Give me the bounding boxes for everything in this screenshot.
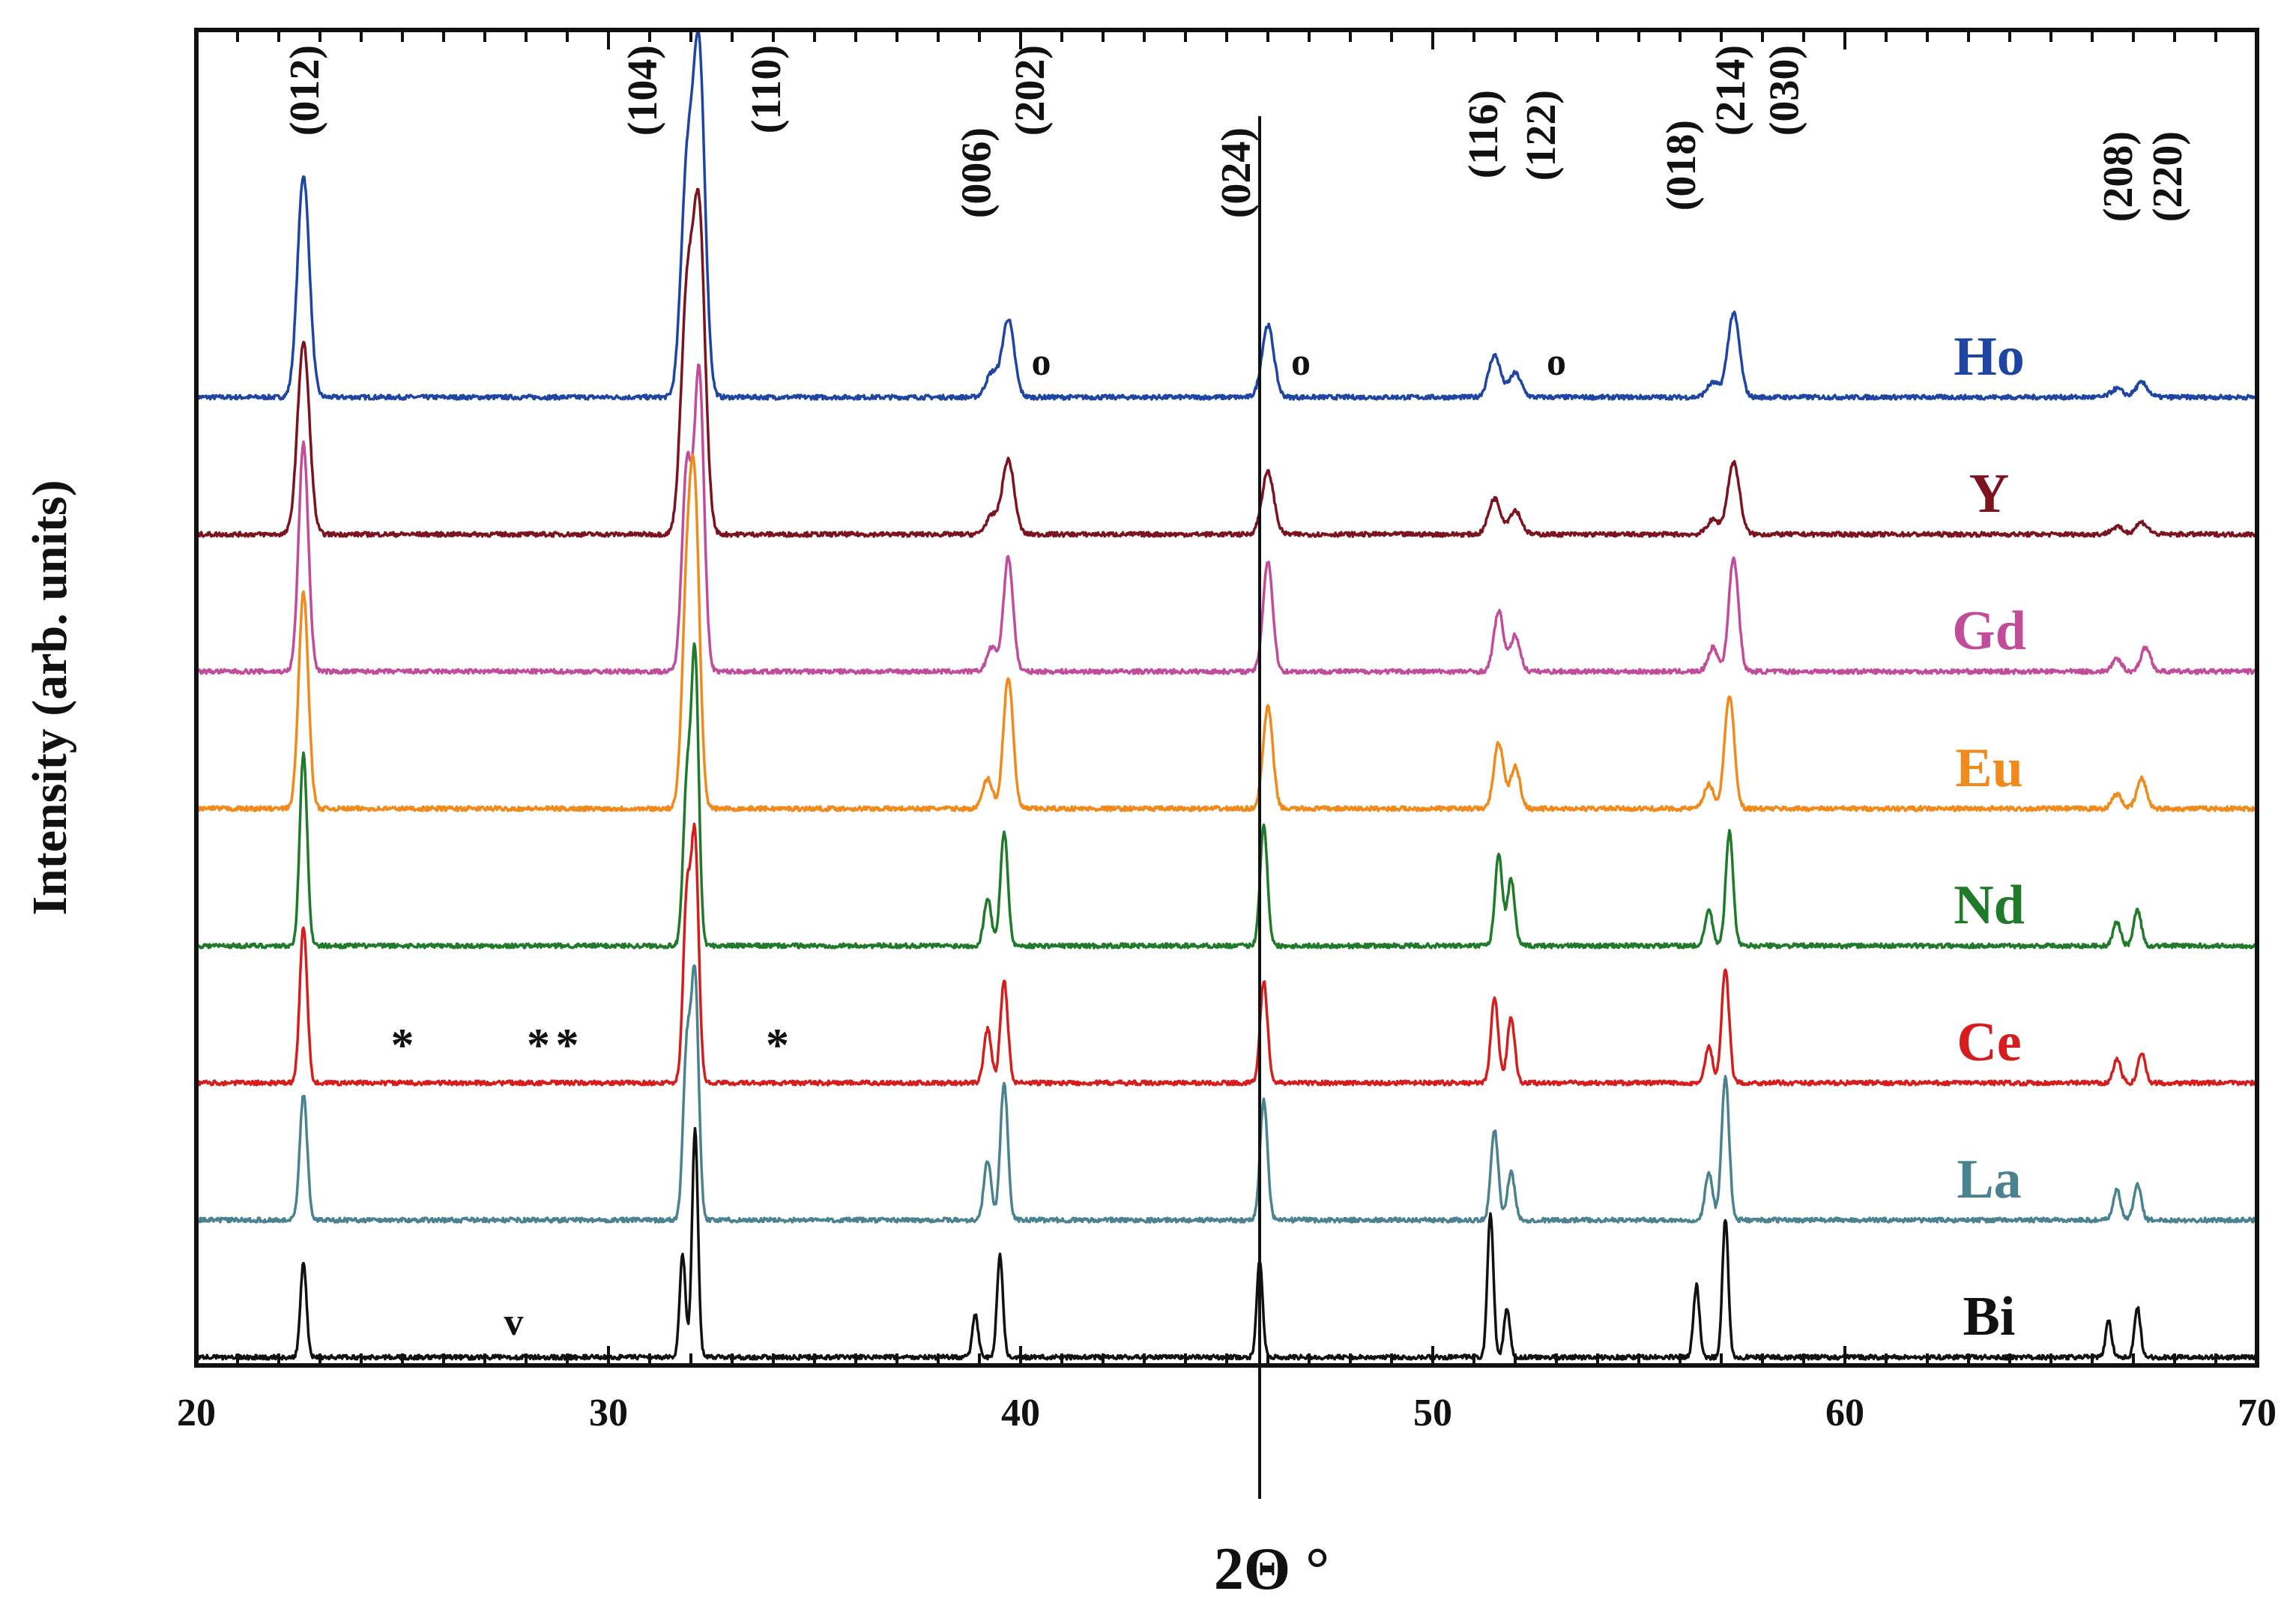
series-label-bi: Bi xyxy=(1963,1286,2016,1347)
annotation-layer: Ho Y Gd Eu Nd Ce La Bi (012) (104) (110) (006)(202)… xyxy=(282,45,2191,1347)
peak-label: (024) xyxy=(1213,127,1260,218)
x-tick-label: 70 xyxy=(2238,1392,2277,1434)
series-label-nd: Nd xyxy=(1954,875,2025,936)
peak-label: (030) xyxy=(1762,45,1808,136)
series-layer xyxy=(195,30,2259,1361)
peak-label: (018) xyxy=(1658,120,1705,211)
y-axis-label: Intensity (arb. units) xyxy=(22,480,77,915)
impurity-marker: * xyxy=(527,1020,550,1071)
x-tick-label: 40 xyxy=(1001,1392,1040,1434)
x-tick-label: 30 xyxy=(589,1392,628,1434)
series-line-eu xyxy=(195,453,2259,812)
series-label-gd: Gd xyxy=(1952,600,2026,662)
series-label-ho: Ho xyxy=(1954,326,2025,387)
x-axis-label: 2Θ ° xyxy=(1214,1536,1329,1602)
x-tick-label: 60 xyxy=(1825,1392,1864,1434)
series-line-nd xyxy=(195,642,2259,950)
x-tick-label: 50 xyxy=(1413,1392,1452,1434)
peak-label: (006) xyxy=(954,127,1000,218)
peak-label: (220) xyxy=(2145,131,2191,222)
series-label-la: La xyxy=(1957,1149,2021,1210)
x-axis-ticks: 20 30 40 50 60 70 xyxy=(177,30,2277,1434)
series-line-y xyxy=(196,187,2258,538)
peak-label: (104) xyxy=(620,45,666,136)
peak-label: (110) xyxy=(743,45,790,133)
series-line-gd xyxy=(196,363,2259,675)
series-label-y: Y xyxy=(1969,463,2009,525)
peak-label: (122) xyxy=(1518,90,1565,181)
series-line-ce xyxy=(196,822,2259,1087)
series-line-ho xyxy=(195,30,2259,401)
peak-label: (116) xyxy=(1460,90,1507,178)
impurity-marker: * xyxy=(391,1020,414,1071)
peak-label: (202) xyxy=(1007,45,1054,136)
peak-label: (012) xyxy=(282,45,328,136)
peak-label: (214) xyxy=(1708,45,1754,136)
impurity-marker: * xyxy=(556,1020,579,1071)
series-label-ce: Ce xyxy=(1957,1012,2021,1073)
impurity-marker: o xyxy=(1547,341,1566,384)
impurity-marker: o xyxy=(1291,341,1311,384)
series-line-la xyxy=(195,964,2258,1224)
impurity-marker: * xyxy=(766,1020,789,1071)
impurity-marker: v xyxy=(504,1301,524,1344)
series-label-eu: Eu xyxy=(1955,737,2023,799)
impurity-marker: o xyxy=(1032,341,1051,384)
peak-label: (208) xyxy=(2095,131,2142,222)
x-tick-label: 20 xyxy=(177,1392,216,1434)
